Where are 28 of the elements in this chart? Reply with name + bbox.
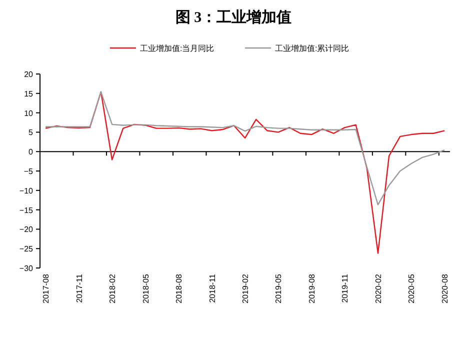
y-tick-label: 0 <box>28 148 34 157</box>
x-tick-label: 2020-02 <box>374 273 383 304</box>
y-tick-label: 15 <box>24 89 34 98</box>
line-series <box>44 91 446 206</box>
x-tick-label: 2018-08 <box>174 273 184 304</box>
x-tick-label: 2017-11 <box>74 273 84 303</box>
y-tick-label: 5 <box>28 128 34 138</box>
x-tick-label: 2019-02 <box>241 273 250 304</box>
chart-title: 图 3：工业增加值 <box>175 9 292 26</box>
legend-label: 工业增加值:当月同比 <box>140 44 214 53</box>
x-tick-label: 2017-08 <box>42 273 51 304</box>
y-tick-label: −25 <box>19 244 34 254</box>
y-tick-label: −20 <box>19 225 34 234</box>
y-tick-label: 10 <box>24 108 34 118</box>
x-tick-label: 2018-02 <box>108 273 118 304</box>
x-tick-label: 2019-08 <box>307 273 316 304</box>
y-tick-label: −30 <box>19 264 34 273</box>
y-tick-label: −5 <box>24 167 34 176</box>
y-tick-label: 20 <box>24 70 34 79</box>
x-tick-label: 2020-05 <box>407 273 416 304</box>
x-tick-label: 2020-08 <box>440 273 450 304</box>
legend-label: 工业增加值:累计同比 <box>275 44 350 53</box>
x-tick-label: 2019-11 <box>340 273 350 303</box>
y-tick-label: −10 <box>19 186 34 196</box>
x-tick-label: 2018-11 <box>208 273 217 303</box>
x-tick-label: 2019-05 <box>274 273 284 304</box>
y-tick-label: −15 <box>19 206 34 215</box>
x-tick-label: 2018-05 <box>141 273 150 304</box>
